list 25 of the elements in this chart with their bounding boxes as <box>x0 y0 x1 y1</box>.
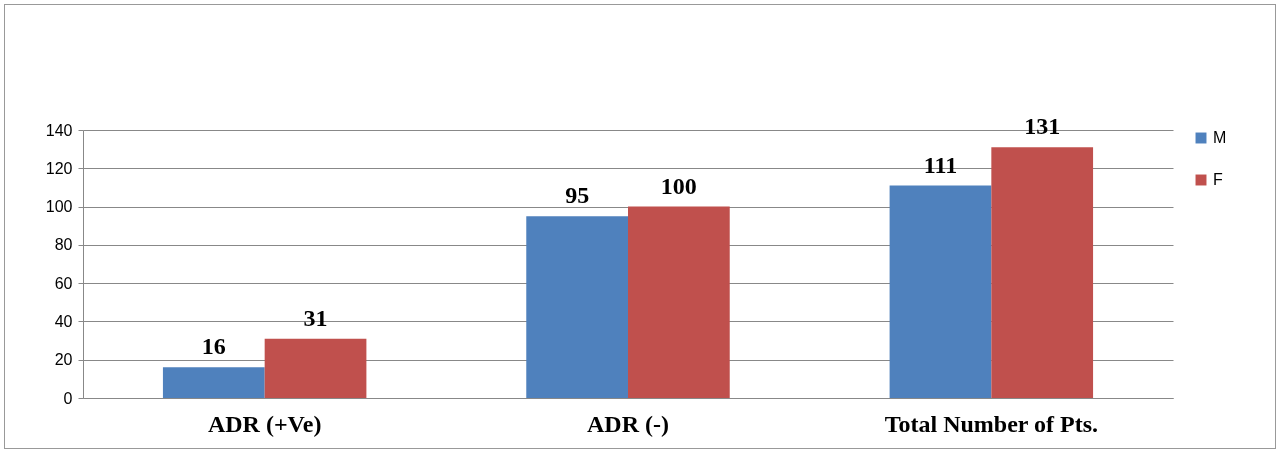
y-tick-label: 100 <box>45 198 73 216</box>
bar <box>526 216 628 398</box>
bar <box>628 206 730 398</box>
y-tick-label: 60 <box>54 274 73 292</box>
x-tick-label: ADR (-) <box>587 410 669 437</box>
x-tick-label: Total Number of Pts. <box>884 410 1099 437</box>
y-tick-label: 120 <box>45 159 73 177</box>
y-tick-label: 40 <box>54 312 73 330</box>
bar <box>889 185 992 398</box>
y-tick-label: 20 <box>54 351 73 369</box>
legend-label: F <box>1213 171 1223 188</box>
x-tick-label: ADR (+Ve) <box>207 410 322 437</box>
y-tick-label: 80 <box>54 236 73 254</box>
data-label: 95 <box>565 182 590 209</box>
y-tick-label: 140 <box>45 121 73 139</box>
data-label: 111 <box>923 151 958 178</box>
legend-label: M <box>1213 129 1227 146</box>
data-label: 31 <box>303 304 328 331</box>
data-label: 16 <box>201 333 226 360</box>
bar <box>162 367 265 398</box>
data-label: 131 <box>1024 113 1061 140</box>
bar <box>991 147 1094 398</box>
bar <box>264 338 367 398</box>
y-tick-label: 0 <box>63 389 73 407</box>
data-label: 100 <box>660 172 697 199</box>
